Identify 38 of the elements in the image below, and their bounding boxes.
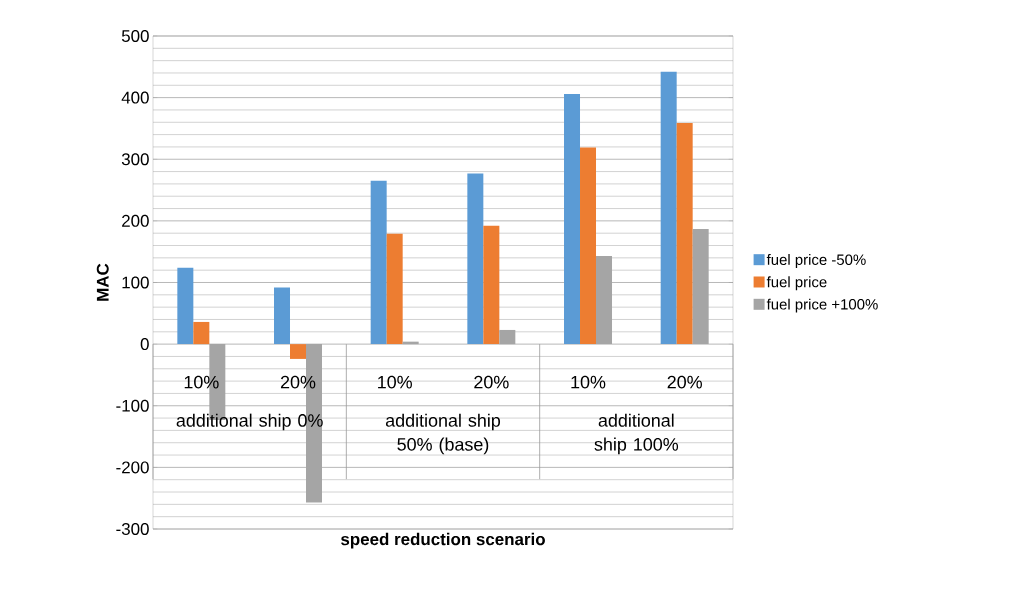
x-tick-label: 20% (667, 375, 702, 389)
y-tick-label: 300 (121, 153, 149, 166)
y-tick-label: 200 (122, 214, 149, 227)
x-tick-label: 10% (378, 375, 412, 389)
legend-label: fuel price (766, 276, 827, 291)
bar (274, 287, 290, 345)
y-tick-label: 500 (121, 30, 149, 42)
y-tick-label: -100 (116, 399, 149, 412)
bar (499, 329, 516, 345)
y-tick-label: 100 (122, 276, 149, 289)
annotation: additional ship 0% (176, 413, 323, 431)
x-axis-title: speed reduction scenario (341, 532, 545, 549)
bar (386, 233, 403, 345)
bar (692, 228, 709, 345)
y-tick-label: -200 (116, 461, 149, 474)
bar (467, 173, 484, 345)
x-tick-label: 10% (184, 375, 219, 389)
y-axis-title: MAC (96, 263, 109, 301)
bar (483, 225, 500, 345)
legend-label: fuel price +100% (766, 298, 878, 313)
annotation: additional ship 100% (594, 413, 679, 455)
bar (193, 321, 210, 345)
bar (660, 71, 677, 345)
x-tick-label: 20% (280, 375, 316, 389)
bar (290, 344, 306, 359)
bar (676, 122, 693, 345)
legend-label: fuel price -50% (766, 254, 866, 268)
bar (370, 180, 387, 345)
x-tick-label: 20% (474, 375, 509, 389)
y-tick-label: -300 (116, 523, 149, 535)
bar (580, 147, 597, 345)
annotation: additional ship 50% (base) (385, 413, 501, 455)
x-tick-label: 10% (571, 375, 606, 389)
y-tick-label: 0 (140, 338, 149, 351)
y-tick-label: 400 (121, 91, 149, 104)
bar (177, 267, 194, 345)
bar (564, 93, 581, 345)
bar (596, 256, 613, 345)
